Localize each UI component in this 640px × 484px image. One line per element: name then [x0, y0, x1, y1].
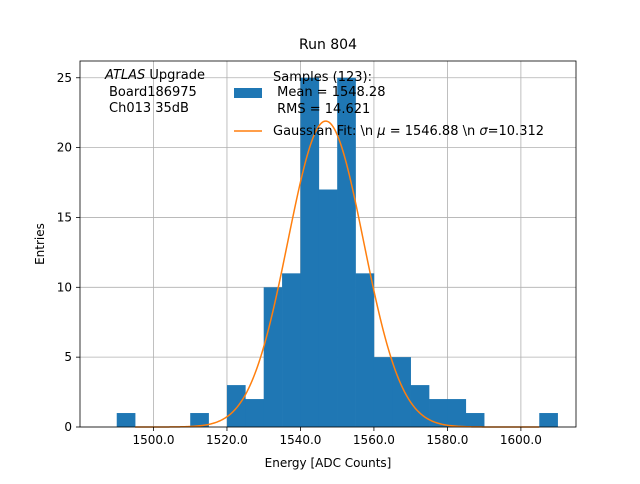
legend-fit-mu: μ: [376, 124, 385, 139]
histogram-bar: [318, 189, 338, 427]
histogram-bars: [116, 77, 558, 427]
histogram-bar: [226, 385, 246, 427]
upgrade-label: Upgrade: [145, 68, 205, 83]
y-tick-label: 25: [57, 71, 72, 85]
legend-fit-mid: = 1546.88 \n: [386, 124, 480, 139]
x-tick-label: 1580.0: [426, 433, 468, 447]
histogram-bar: [116, 413, 136, 427]
histogram-bar: [190, 413, 209, 427]
histogram-bar: [245, 399, 265, 427]
y-tick-label: 10: [57, 280, 72, 294]
histogram-bar: [282, 273, 301, 427]
x-tick-label: 1500.0: [132, 433, 174, 447]
axes-frame: [79, 60, 577, 428]
y-axis-label: Entries: [33, 223, 47, 265]
histogram-bar: [539, 413, 558, 427]
atlas-label: ATLAS: [104, 68, 145, 83]
x-tick-label: 1520.0: [206, 433, 248, 447]
x-tick-label: 1560.0: [353, 433, 395, 447]
y-tick-label: 5: [64, 350, 72, 364]
channel-label: Ch013 35dB: [109, 101, 189, 116]
histogram-bar: [429, 399, 448, 427]
y-tick-label: 20: [57, 141, 72, 155]
legend-histogram-line1: Samples (123):: [273, 70, 372, 85]
histogram-bar: [263, 287, 283, 427]
y-axis-ticks: 0 5 10 15 20 25: [57, 71, 80, 434]
legend-histogram-swatch: [234, 88, 262, 98]
atlas-annotation: ATLAS Upgrade Board186975 Ch013 35dB: [104, 68, 205, 116]
y-tick-label: 0: [64, 420, 72, 434]
legend-fit-prefix: Gaussian Fit: \n: [273, 124, 377, 139]
legend-fit-label: Gaussian Fit: \n μ = 1546.88 \n σ=10.312: [273, 124, 544, 139]
atlas-annotation-line1: ATLAS Upgrade: [104, 68, 205, 83]
histogram-bar: [355, 273, 375, 427]
legend-histogram-line2: Mean = 1548.28: [273, 85, 385, 100]
chart-title: Run 804: [299, 37, 357, 53]
x-axis-label: Energy [ADC Counts]: [265, 456, 392, 470]
y-tick-label: 15: [57, 210, 72, 224]
board-label: Board186975: [109, 85, 197, 100]
x-tick-label: 1600.0: [500, 433, 542, 447]
legend-histogram-line3: RMS = 14.621: [273, 102, 370, 117]
x-tick-label: 1540.0: [279, 433, 321, 447]
histogram-bar: [373, 357, 393, 427]
x-axis-ticks: 1500.0 1520.0 1540.0 1560.0 1580.0 1600.0: [132, 427, 542, 447]
legend: Samples (123): Mean = 1548.28 RMS = 14.6…: [234, 70, 544, 139]
legend-fit-sigma: σ: [479, 124, 488, 139]
legend-fit-end: =10.312: [488, 124, 544, 139]
histogram-bar: [337, 77, 356, 427]
histogram-bar: [447, 399, 467, 427]
histogram-bar: [465, 413, 485, 427]
